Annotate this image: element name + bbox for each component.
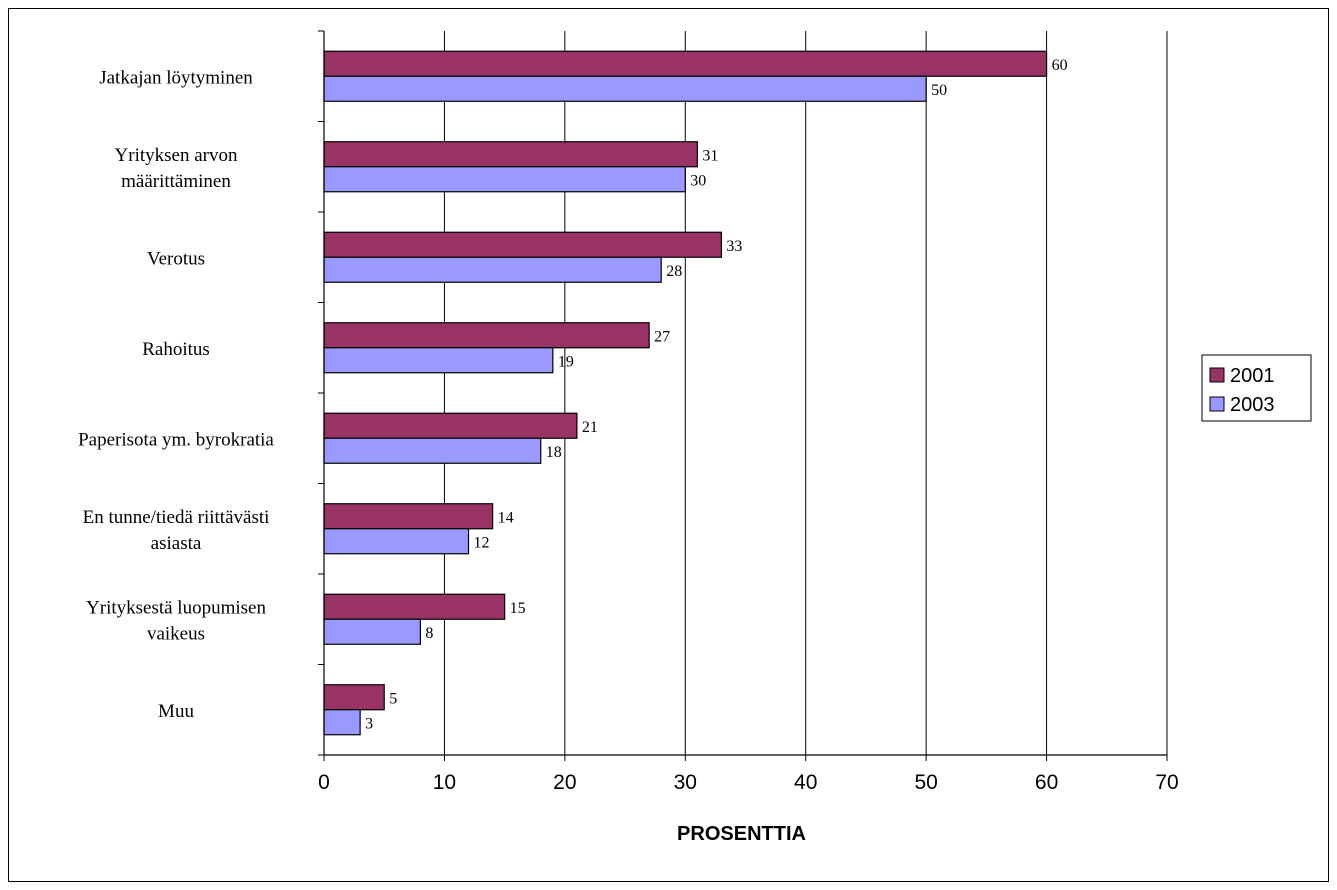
- value-label: 18: [546, 444, 562, 461]
- legend-label-2003: 2003: [1230, 394, 1275, 416]
- value-label: 30: [690, 172, 706, 189]
- value-label: 12: [474, 534, 490, 551]
- bar-2003-1: [323, 166, 686, 193]
- bar-2001-1: [323, 141, 698, 168]
- value-label: 50: [931, 82, 947, 99]
- legend-swatch-2001: [1209, 367, 1225, 383]
- value-label: 14: [498, 509, 514, 526]
- bar-2003-6: [323, 618, 421, 645]
- value-label: 19: [558, 353, 574, 370]
- legend-label-2001: 2001: [1230, 365, 1275, 387]
- bar-2003-4: [323, 437, 542, 464]
- chart-frame: Jatkajan löytyminen Yrityksen arvon määrit…: [8, 8, 1329, 882]
- category-label: Rahoitus: [142, 339, 210, 360]
- x-tick-label: 40: [794, 771, 817, 794]
- bar-chart: Jatkajan löytyminen Yrityksen arvon määrit…: [78, 30, 1312, 845]
- x-tick-label: 30: [674, 771, 697, 794]
- bar-2001-0: [323, 50, 1048, 77]
- bar-2003-3: [323, 347, 554, 374]
- x-tick-label: 70: [1155, 771, 1178, 794]
- x-axis-title: PROSENTTIA: [677, 823, 806, 845]
- legend: 2001 2003: [1201, 354, 1312, 422]
- x-tick-label: 10: [433, 771, 456, 794]
- bar-2001-7: [323, 684, 385, 711]
- axes: [318, 30, 1168, 761]
- bar-2003-7: [323, 709, 361, 736]
- bar-2003-2: [323, 256, 662, 283]
- category-label: Jatkajan löytyminen: [99, 67, 253, 88]
- value-label: 15: [510, 600, 526, 617]
- x-tick-label: 20: [553, 771, 576, 794]
- x-tick-label: 60: [1035, 771, 1058, 794]
- legend-swatch-2003: [1209, 396, 1225, 412]
- value-label: 60: [1052, 57, 1068, 74]
- value-label: 27: [654, 328, 670, 345]
- x-tick-labels: 0 10 20 30 40 50 60 70: [318, 771, 1179, 794]
- value-labels: 60 50 31 30 33 28 27 19 21 18 14 12 15 8 53: [365, 57, 1067, 733]
- bar-2001-3: [323, 322, 650, 349]
- value-label: 28: [666, 263, 682, 280]
- value-label: 33: [726, 238, 742, 255]
- value-label: 3: [365, 715, 373, 732]
- x-tick-label: 50: [914, 771, 937, 794]
- category-label: Yrityksestä luopumisen vaikeus: [86, 597, 266, 644]
- category-label: Verotus: [147, 248, 205, 269]
- x-tick-label: 0: [318, 771, 330, 794]
- bars: [323, 50, 1048, 736]
- category-label: En tunne/tiedä riittävästi asiasta: [83, 507, 270, 554]
- bar-2001-4: [323, 412, 578, 439]
- bar-2001-6: [323, 593, 506, 620]
- value-label: 21: [582, 419, 598, 436]
- bar-2003-5: [323, 528, 470, 555]
- value-label: 5: [389, 690, 397, 707]
- bar-2001-2: [323, 231, 723, 258]
- value-label: 8: [425, 625, 433, 642]
- value-label: 31: [702, 147, 718, 164]
- bar-2003-0: [323, 75, 927, 102]
- category-label: Paperisota ym. byrokratia: [78, 429, 274, 450]
- bar-2001-5: [323, 503, 494, 530]
- category-label: Muu: [158, 701, 194, 722]
- category-labels: Jatkajan löytyminen Yrityksen arvon määrit…: [78, 67, 274, 722]
- category-label: Yrityksen arvon määrittäminen: [115, 145, 238, 192]
- gridlines: [443, 31, 1168, 755]
